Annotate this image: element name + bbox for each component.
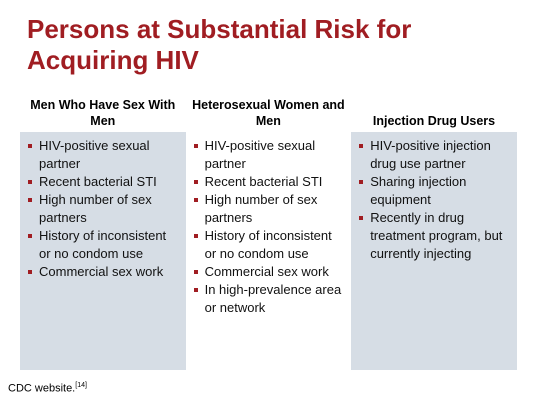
column-header: Heterosexual Women and Men <box>192 98 345 128</box>
column-body: HIV-positive injection drug use partner S… <box>351 132 517 370</box>
bullet-item: History of inconsistent or no condom use <box>26 227 180 263</box>
column-header: Injection Drug Users <box>372 114 496 128</box>
column: Heterosexual Women and Men HIV-positive s… <box>186 92 352 370</box>
footer: CDC website.[14] <box>8 382 87 395</box>
column: Men Who Have Sex With Men HIV-positive se… <box>20 92 186 370</box>
bullet-item: Commercial sex work <box>26 263 180 281</box>
bullet-item: Commercial sex work <box>192 263 346 281</box>
bullet-item: Recent bacterial STI <box>192 173 346 191</box>
column-header: Men Who Have Sex With Men <box>30 98 176 128</box>
bullet-item: HIV-positive sexual partner <box>192 137 346 173</box>
bullet-item: HIV-positive injection drug use partner <box>357 137 511 173</box>
bullet-list: HIV-positive injection drug use partner S… <box>357 137 511 263</box>
reference: [14] <box>75 382 87 389</box>
source: CDC website. <box>8 382 76 395</box>
bullet-item: High number of sex partners <box>26 191 180 227</box>
bullet-item: Sharing injection equipment <box>357 173 511 209</box>
bullet-list: HIV-positive sexual partner Recent bacter… <box>26 137 180 281</box>
column: Injection Drug Users HIV-positive injecti… <box>351 92 517 370</box>
bullet-item: Recent bacterial STI <box>26 173 180 191</box>
bullet-item: Recently in drug treatment program, but … <box>357 209 511 263</box>
slide-title: Persons at Substantial Risk for Acquirin… <box>27 14 412 75</box>
bullet-item: History of inconsistent or no condom use <box>192 227 346 263</box>
bullet-item: In high-prevalence area or network <box>192 281 346 317</box>
column-body: HIV-positive sexual partner Recent bacter… <box>186 132 352 370</box>
column-body: HIV-positive sexual partner Recent bacter… <box>20 132 186 370</box>
bullet-item: High number of sex partners <box>192 191 346 227</box>
bullet-item: HIV-positive sexual partner <box>26 137 180 173</box>
bullet-list: HIV-positive sexual partner Recent bacter… <box>192 137 346 317</box>
comparison-table: Men Who Have Sex With Men HIV-positive se… <box>20 92 517 370</box>
